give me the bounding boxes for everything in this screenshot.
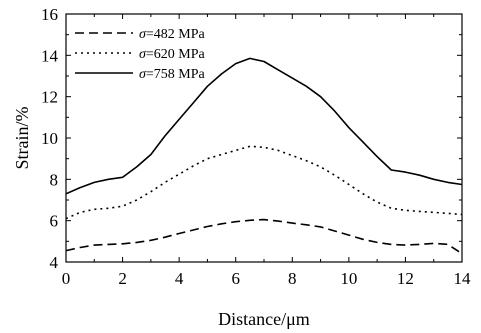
x-tick-label: 4: [175, 269, 184, 288]
y-tick-label: 16: [41, 5, 58, 24]
y-axis-title: Strain/%: [12, 107, 32, 170]
y-tick-label: 8: [50, 170, 59, 189]
tick-marks: [65, 13, 463, 263]
series-line-3: [65, 57, 463, 195]
x-tick-label: 10: [340, 269, 357, 288]
y-tick-label: 6: [50, 212, 59, 231]
x-tick-label: 12: [397, 269, 414, 288]
x-tick-label: 2: [118, 269, 127, 288]
y-tick-label: 12: [41, 88, 58, 107]
x-tick-label: 0: [62, 269, 71, 288]
series-lines: [65, 57, 463, 255]
plot-frame: [65, 13, 463, 263]
y-tick-label: 4: [50, 253, 59, 272]
legend-label-3: σ=758 MPa: [139, 67, 206, 82]
legend: σ=482 MPa σ=620 MPa σ=758 MPa: [75, 27, 206, 82]
axes: [65, 13, 463, 263]
tick-labels: 0 2 4 6 8 10 12 14 4 6 8 10 12 14 16: [41, 5, 471, 288]
y-tick-label: 14: [41, 46, 59, 65]
x-axis-title: Distance/μm: [218, 309, 310, 329]
x-tick-label: 14: [454, 269, 472, 288]
y-tick-label: 10: [41, 129, 58, 148]
legend-label-2: σ=620 MPa: [139, 47, 206, 62]
series-line-2: [65, 145, 463, 220]
x-tick-label: 6: [231, 269, 240, 288]
legend-label-1: σ=482 MPa: [139, 27, 206, 42]
series-line-1: [65, 218, 463, 255]
x-tick-label: 8: [288, 269, 297, 288]
